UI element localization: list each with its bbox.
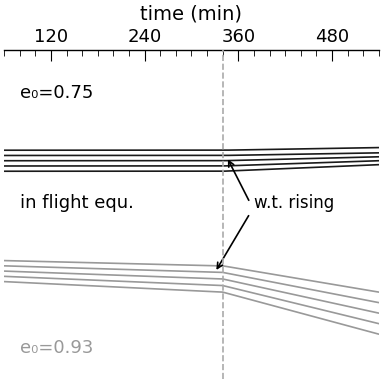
Text: w.t. rising: w.t. rising [254, 194, 334, 212]
Text: e₀=0.75: e₀=0.75 [20, 83, 93, 101]
X-axis label: time (min): time (min) [141, 4, 242, 23]
Text: e₀=0.93: e₀=0.93 [20, 339, 93, 357]
Text: in flight equ.: in flight equ. [20, 194, 134, 212]
